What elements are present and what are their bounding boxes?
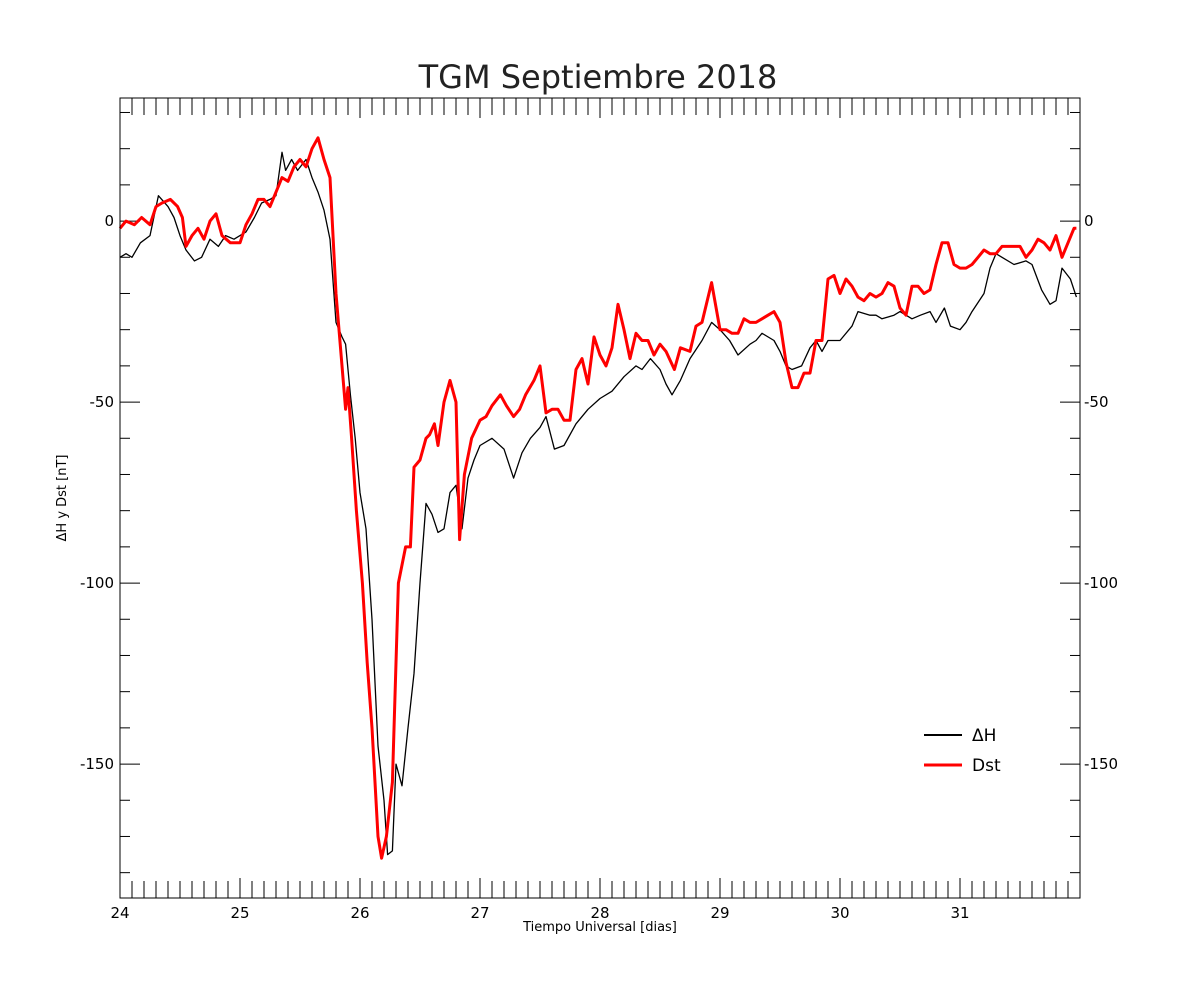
plot-frame [119,97,1081,899]
y-tick-label-left: -150 [80,755,114,773]
legend: ΔH Dst [924,726,1001,776]
y-axis-title: ΔH y Dst [nT] [55,455,70,542]
x-tick-labels: 24 25 26 27 28 29 30 31 [110,904,969,922]
axis-ticks [120,98,1080,898]
chart-title: TGM Septiembre 2018 [418,58,778,96]
x-tick-label: 25 [230,904,249,922]
x-tick-label: 24 [110,904,129,922]
legend-label-delta-h: ΔH [972,726,996,746]
y-tick-label-left: -100 [80,574,114,592]
x-tick-label: 26 [350,904,369,922]
x-tick-label: 27 [470,904,489,922]
x-tick-label: 31 [950,904,969,922]
y-tick-label-right: -150 [1084,755,1118,773]
x-axis-title: Tiempo Universal [dias] [522,920,677,935]
legend-label-dst: Dst [972,756,1001,776]
series-line-delta-h [119,151,1078,856]
x-tick-label: 28 [590,904,609,922]
series-line-dst [118,136,1077,860]
plot-series [118,136,1078,860]
y-tick-label-right: -50 [1084,393,1109,411]
x-tick-label: 30 [830,904,849,922]
y-tick-label-left: 0 [104,212,114,230]
y-tick-labels: 0 0 -50 -50 -100 -100 -150 -150 [80,212,1118,773]
y-tick-label-right: 0 [1084,212,1094,230]
y-tick-label-right: -100 [1084,574,1118,592]
y-tick-label-left: -50 [90,393,115,411]
x-tick-label: 29 [710,904,729,922]
